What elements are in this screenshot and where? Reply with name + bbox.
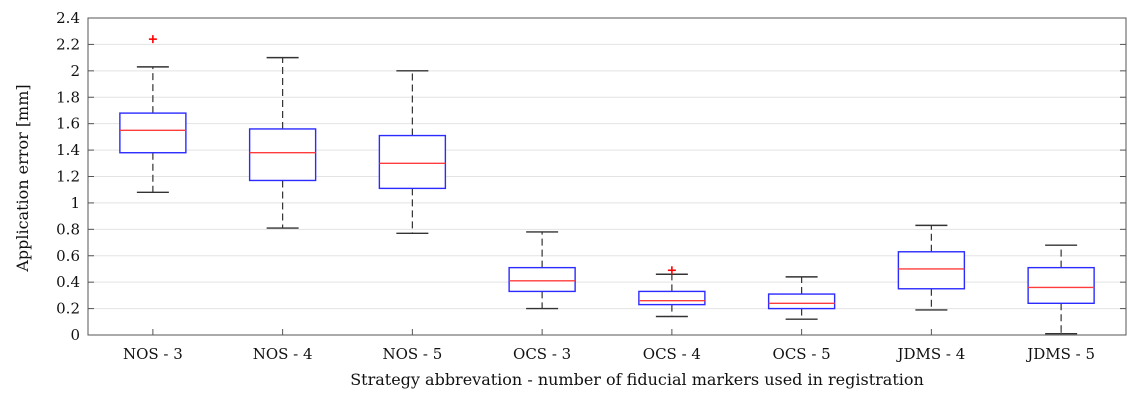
- box-group: [1027, 244, 1095, 335]
- box-group: [508, 231, 576, 310]
- box-group: [638, 266, 706, 318]
- box-group: [897, 224, 966, 311]
- box-iqr: [767, 293, 836, 310]
- y-tick-label: 1.2: [56, 168, 80, 186]
- x-tick-label: OCS - 4: [643, 345, 701, 363]
- box-iqr: [378, 134, 447, 190]
- x-tick-label: NOS - 3: [123, 345, 183, 363]
- y-tick-label: 0: [70, 326, 80, 344]
- y-tick-label: 0.2: [56, 300, 80, 318]
- outlier-marker: [667, 266, 676, 275]
- outlier-marker: [148, 35, 157, 44]
- axes: 0 0.2 0.4 0.6 0.8 1 1.2 1.4 1.6 1.8 2 2.2 2.4 NOS - 3…: [56, 9, 1127, 363]
- box-iqr: [1027, 266, 1095, 305]
- y-tick-label: 0.4: [56, 273, 80, 291]
- x-tick-label: NOS - 4: [253, 345, 313, 363]
- y-tick-label: 2: [70, 62, 80, 80]
- y-tick-label: 1: [70, 194, 80, 212]
- y-tick-label: 2.2: [56, 35, 80, 53]
- x-tick-label: NOS - 5: [382, 345, 442, 363]
- x-tick-label: OCS - 5: [773, 345, 831, 363]
- x-tick-label: OCS - 3: [513, 345, 571, 363]
- box-group: [767, 276, 836, 320]
- y-tick-label: 1.6: [56, 115, 80, 133]
- box-group: [248, 56, 317, 229]
- box-iqr: [638, 290, 706, 306]
- y-tick-label: 1.4: [56, 141, 80, 159]
- box-iqr: [897, 251, 966, 290]
- box-series: [119, 35, 1095, 335]
- box-group: [119, 35, 187, 194]
- y-tick-label: 0.8: [56, 220, 80, 238]
- x-tick-label: JDMS - 5: [1025, 345, 1095, 363]
- x-axis-label: Strategy abbrevation - number of fiducia…: [350, 370, 924, 389]
- y-tick-label: 2.4: [56, 9, 80, 27]
- x-tick-label: JDMS - 4: [895, 345, 965, 363]
- box-group: [378, 70, 447, 234]
- box-iqr: [508, 266, 576, 293]
- box-iqr: [248, 128, 317, 182]
- y-axis-label: Application error [mm]: [13, 84, 32, 272]
- box-iqr: [119, 112, 187, 154]
- y-tick-label: 1.8: [56, 88, 80, 106]
- grid-lines: [88, 17, 1126, 310]
- plot-frame: [87, 17, 1127, 336]
- y-tick-label: 0.6: [56, 247, 80, 265]
